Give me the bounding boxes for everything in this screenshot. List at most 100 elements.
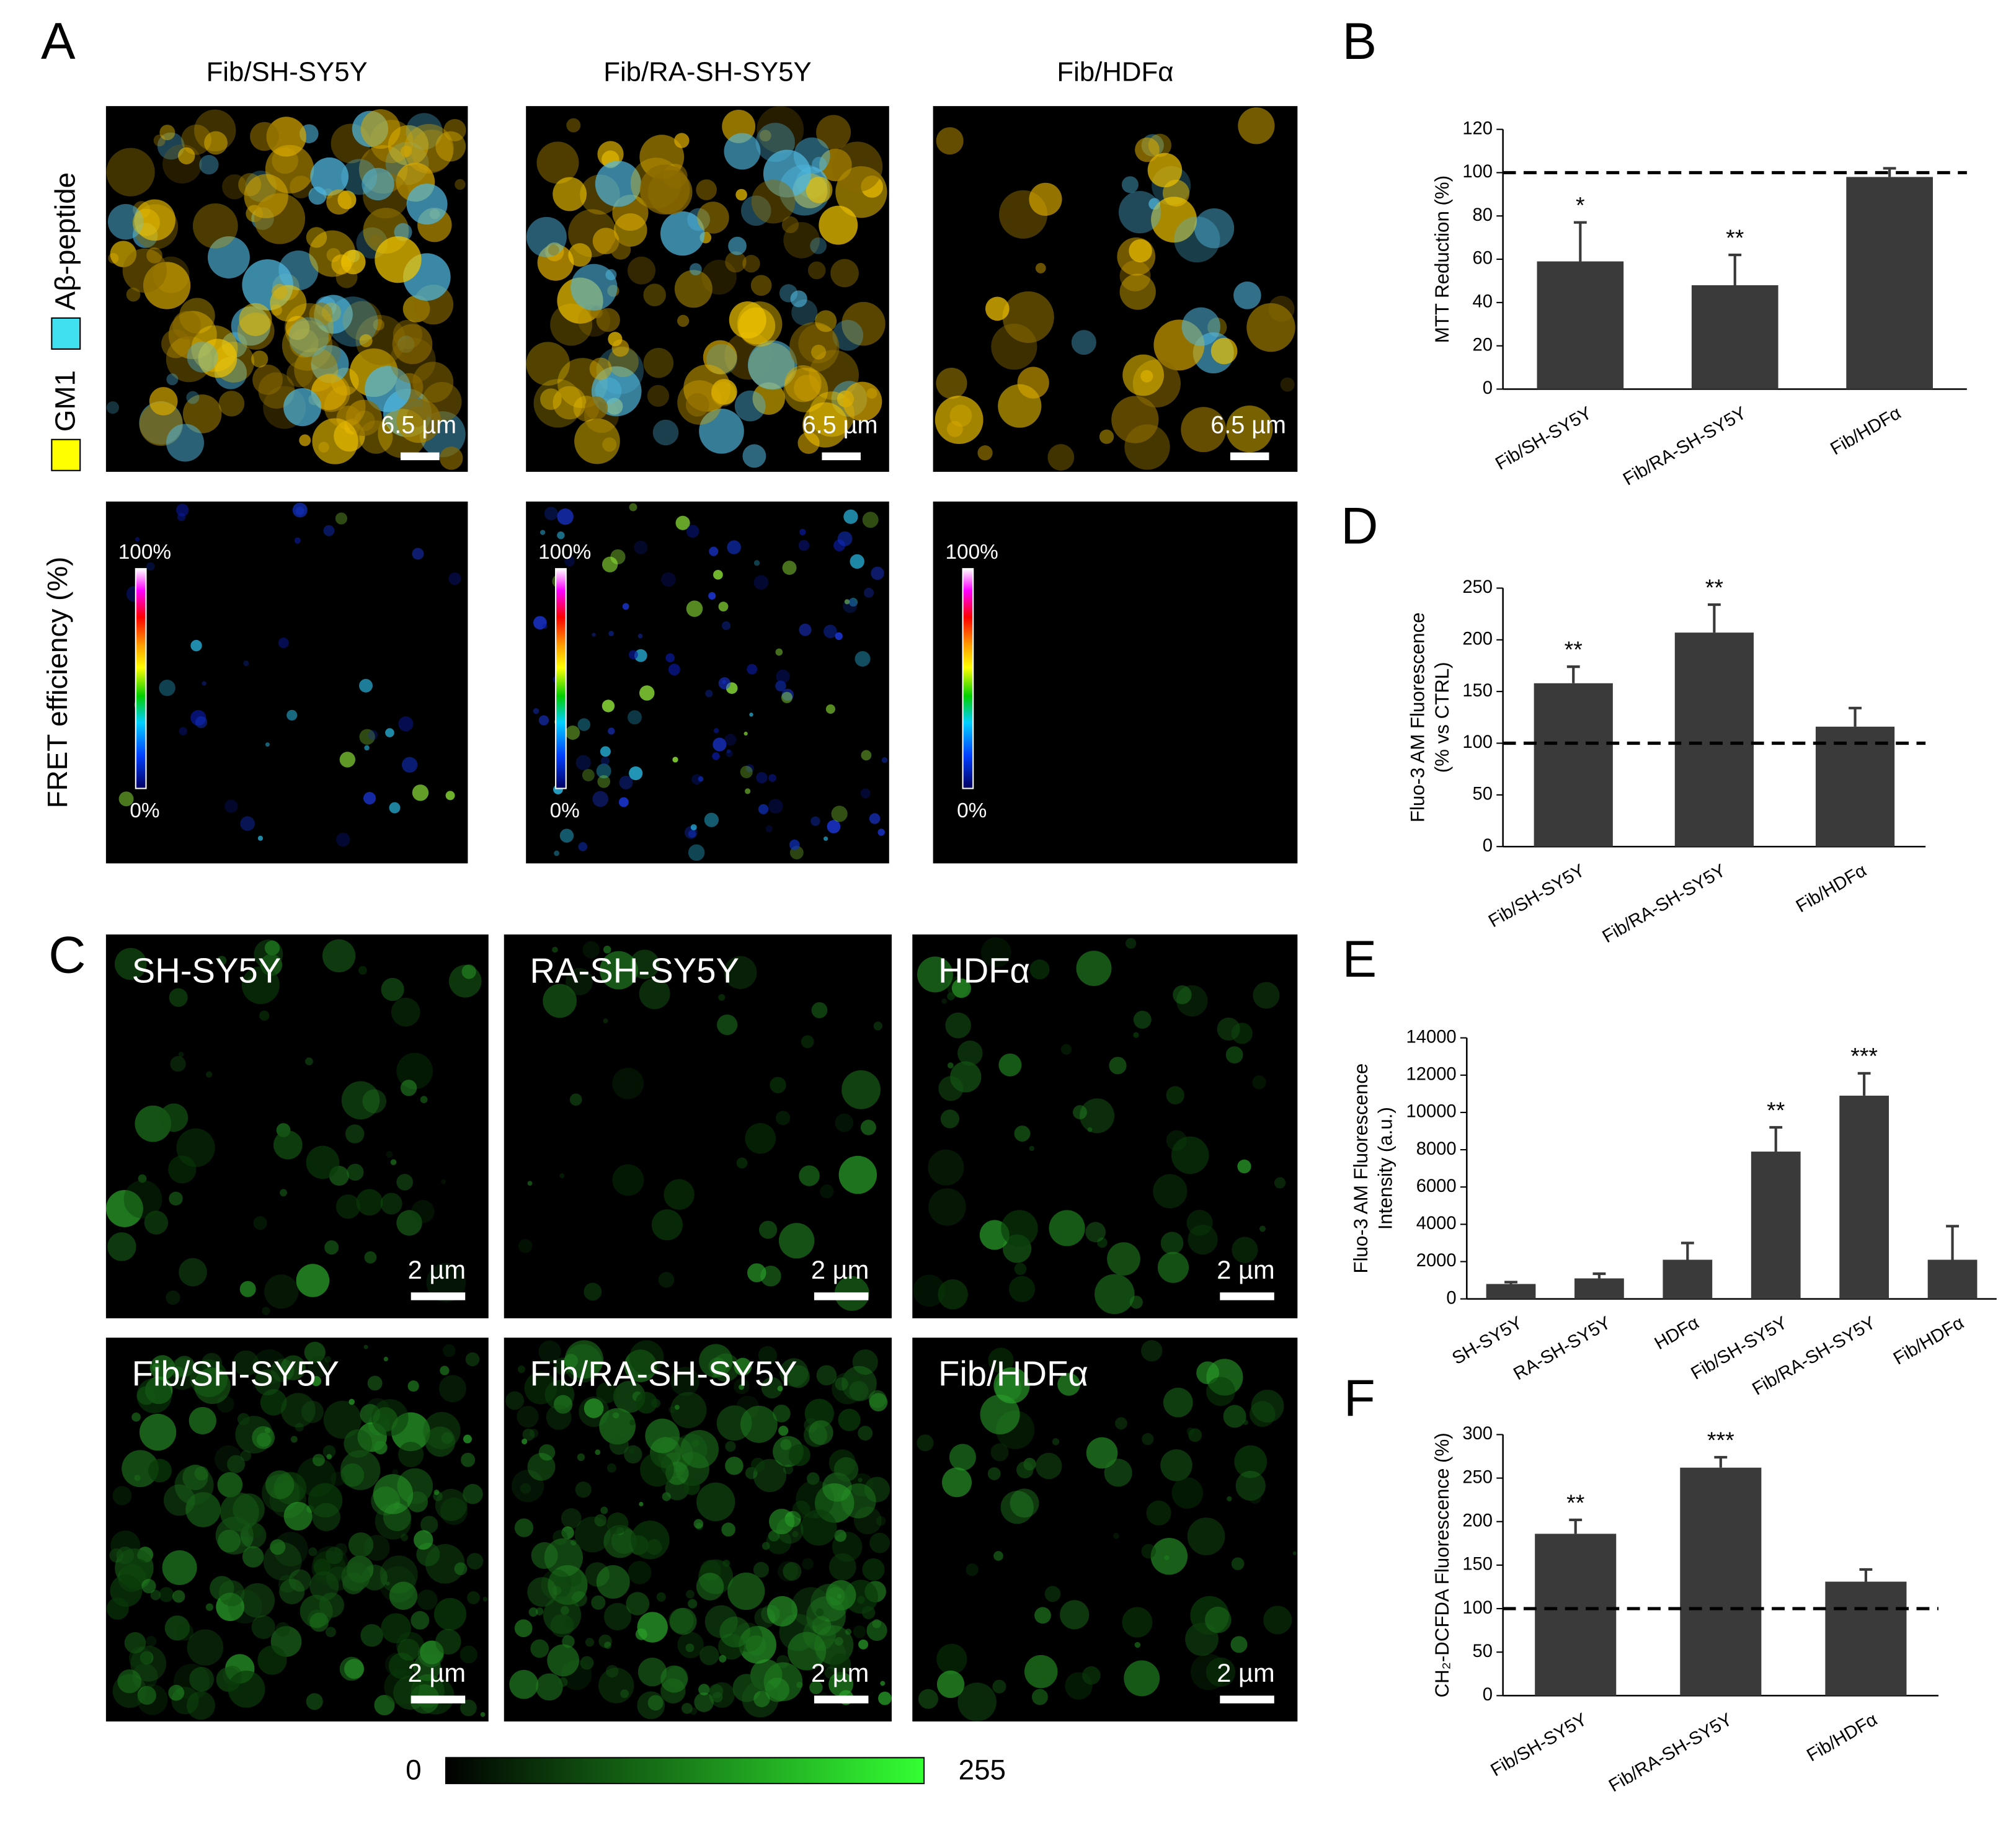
micrograph-detail [1119,273,1156,310]
x-tick-label: Fib/SH-SY5Y [1485,861,1588,931]
y-tick-label: 10000 [1406,1102,1457,1122]
micrograph-detail [966,1563,979,1576]
micrograph-detail [264,940,280,956]
micrograph-detail [134,199,175,241]
micrograph-detail [150,1589,161,1601]
micrograph-detail [281,1393,316,1428]
micrograph-detail [417,1589,438,1610]
micrograph-detail [517,1405,539,1428]
y-tick-label: 120 [1462,118,1493,138]
micrograph-detail [400,145,412,158]
micrograph-detail [512,1470,544,1503]
micrograph-detail [977,445,993,461]
micrograph-detail [802,402,848,448]
layer: A B C D E F Fib/SH-SY5Y 6.5 µm 100% 0% Fib/RA-SH-S… [41,12,1997,1796]
micrograph-detail [1141,1543,1156,1559]
micrograph-detail [1082,1666,1101,1685]
micrograph-detail [283,1501,313,1531]
micrograph-detail [600,746,611,757]
micrograph-detail [355,314,406,365]
micrograph-detail [850,554,864,569]
micrograph-detail [747,1263,766,1282]
micrograph-detail [386,1151,393,1158]
micrograph-detail [1044,1586,1061,1602]
micrograph-detail [1274,1177,1286,1189]
micrograph-detail [1227,1496,1232,1502]
micrograph-detail [747,664,758,675]
micrograph-detail [1292,1551,1297,1555]
micrograph-detail [819,205,858,245]
micrograph-detail [740,195,771,226]
micrograph-detail [768,1530,780,1542]
micrograph-detail [1186,1209,1213,1236]
micrograph-detail [1141,1340,1163,1362]
column-title: Fib/SH-SY5Y [206,57,368,87]
micrograph-detail [736,1157,748,1169]
micrograph-detail [688,830,696,838]
error-bar [1681,1241,1694,1260]
micrograph-detail [189,1666,215,1692]
micrograph-detail [776,669,790,683]
micrograph-detail [595,377,622,404]
micrograph-detail [951,979,971,998]
x-tick-label: Fib/SH-SY5Y [1488,1710,1591,1780]
micrograph-detail [252,1426,275,1449]
micrograph-detail [788,1632,827,1671]
scale-bar-label: 6.5 µm [381,411,456,438]
micrograph-detail [375,236,422,283]
micrograph-detail [742,255,760,273]
micrograph-detail [257,835,264,841]
micrograph-detail [397,1638,420,1661]
micrograph-detail [323,1400,362,1439]
micrograph-detail [1263,1605,1292,1635]
y-tick-label: 50 [1473,1641,1493,1661]
micrograph-detail [718,993,726,1001]
micrograph-detail [411,1200,435,1223]
error-bar [1946,1225,1959,1260]
micrograph-detail [363,792,376,805]
micrograph-detail [1133,1010,1152,1029]
legend-swatch [51,438,81,471]
micrograph-detail [149,387,178,415]
micrograph-detail [935,396,984,445]
micrograph-detail [658,1272,675,1288]
micrograph-detail [768,774,776,782]
bar [1927,1259,1978,1299]
micrograph-detail [877,828,885,836]
micrograph-detail [784,365,822,402]
micrograph-detail [1107,1242,1140,1276]
micrograph-detail [713,569,723,580]
micrograph-detail [827,820,841,833]
micrograph-detail [769,1508,795,1535]
micrograph-detail [656,1592,666,1602]
micrograph-detail [263,1542,302,1581]
micrograph-detail [535,1673,563,1701]
micrograph-detail [135,537,140,542]
micrograph-detail [272,283,288,300]
micrograph-detail [699,408,744,454]
micrograph-detail [603,1018,608,1024]
micrograph-detail [278,250,319,291]
micrograph-detail [348,1532,374,1558]
y-tick-label: 0 [1446,1288,1456,1308]
micrograph-detail [362,167,394,201]
micrograph-detail [279,1578,305,1605]
micrograph-detail [186,391,200,404]
micrograph-detail [533,379,582,428]
micrograph-detail [275,1622,290,1637]
micrograph-detail [807,1472,820,1485]
micrograph-detail [564,1354,579,1368]
micrograph-detail [592,633,596,637]
scale-bar [1230,452,1269,461]
micrograph-detail [578,842,588,851]
scale-bar [822,452,861,461]
scale-bar-label: 2 µm [408,1255,466,1284]
micrograph-detail [806,176,833,203]
bar [1751,1152,1801,1299]
micrograph-detail [1223,1405,1246,1428]
micrograph-detail [823,836,828,841]
micrograph-detail [727,1572,765,1610]
micrograph-detail [265,1470,295,1499]
micrograph-detail [239,1536,250,1547]
micrograph-detail [146,1636,157,1647]
